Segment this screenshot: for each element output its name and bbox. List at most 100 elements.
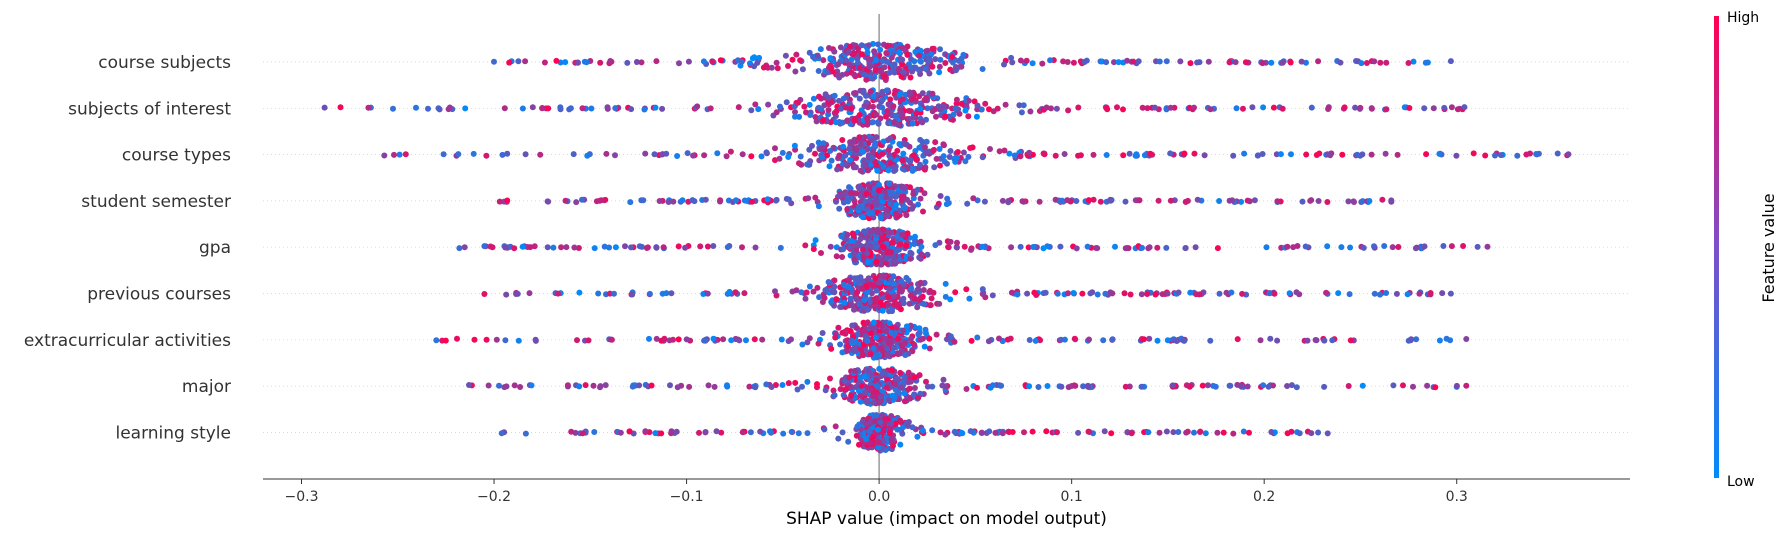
shap-point xyxy=(869,155,876,161)
shap-point xyxy=(970,195,977,202)
shap-point xyxy=(857,398,864,405)
shap-point xyxy=(870,93,877,100)
shap-points xyxy=(321,40,1572,454)
shap-point xyxy=(853,432,860,439)
shap-point xyxy=(854,331,861,338)
shap-point xyxy=(365,104,372,111)
shap-point xyxy=(806,101,813,108)
shap-point xyxy=(1316,150,1323,157)
shap-point xyxy=(1241,150,1248,157)
shap-point xyxy=(772,288,778,295)
shap-point xyxy=(842,160,849,167)
shap-point xyxy=(837,119,844,126)
shap-point xyxy=(814,52,821,59)
shap-point xyxy=(913,110,920,117)
shap-point xyxy=(1139,244,1145,251)
shap-point xyxy=(1057,243,1064,250)
shap-point xyxy=(825,94,832,101)
shap-point xyxy=(919,335,926,342)
shap-point xyxy=(879,198,886,205)
shap-point xyxy=(837,44,844,51)
shap-point xyxy=(661,335,668,342)
shap-point xyxy=(1061,151,1068,157)
shap-point xyxy=(1214,429,1221,436)
shap-point xyxy=(922,144,928,151)
shap-point xyxy=(1065,290,1071,297)
shap-point xyxy=(1204,382,1211,389)
shap-point xyxy=(839,349,846,356)
shap-point xyxy=(1109,336,1116,343)
shap-point xyxy=(767,428,773,435)
shap-point xyxy=(944,160,950,167)
shap-point xyxy=(1436,337,1443,344)
shap-point xyxy=(1440,243,1447,249)
shap-point xyxy=(1202,430,1209,437)
shap-point xyxy=(663,290,670,297)
shap-point xyxy=(1447,337,1454,344)
shap-point xyxy=(1347,244,1354,251)
shap-point xyxy=(916,372,923,379)
shap-point xyxy=(940,376,947,383)
shap-point xyxy=(1304,337,1311,344)
shap-point xyxy=(879,370,886,377)
shap-point xyxy=(1346,291,1353,298)
shap-point xyxy=(842,152,849,159)
shap-point xyxy=(485,382,492,389)
x-tick-label: −0.1 xyxy=(670,489,704,505)
shap-point xyxy=(927,287,934,294)
shap-point xyxy=(772,157,778,164)
shap-point xyxy=(994,105,1001,112)
shap-point xyxy=(1136,197,1143,204)
shap-point xyxy=(904,423,911,429)
shap-point xyxy=(815,203,822,210)
shap-point xyxy=(854,59,861,66)
shap-point xyxy=(1358,60,1365,67)
shap-point xyxy=(802,295,809,302)
shap-point xyxy=(842,57,849,63)
shap-point xyxy=(1079,290,1086,297)
shap-point xyxy=(700,291,707,297)
shap-point xyxy=(867,330,874,337)
feature-label: gpa xyxy=(199,238,231,258)
shap-point xyxy=(864,306,871,313)
shap-point xyxy=(930,147,937,154)
shap-point xyxy=(1448,104,1455,111)
shap-point xyxy=(590,382,597,389)
shap-point xyxy=(846,61,853,68)
shap-point xyxy=(1021,429,1027,436)
shap-point xyxy=(1139,104,1146,111)
shap-point xyxy=(1368,151,1375,158)
shap-point xyxy=(833,253,840,260)
shap-point xyxy=(1177,58,1184,65)
shap-point xyxy=(937,193,944,199)
shap-point xyxy=(1260,382,1267,389)
shap-point xyxy=(1293,289,1300,296)
shap-point xyxy=(979,154,986,161)
shap-point xyxy=(845,48,852,55)
shap-point xyxy=(863,420,870,427)
shap-point xyxy=(1029,60,1036,67)
shap-point xyxy=(883,113,889,120)
shap-point xyxy=(1115,59,1122,66)
shap-point xyxy=(892,386,899,393)
shap-point xyxy=(792,379,799,386)
shap-point xyxy=(932,139,939,146)
shap-point xyxy=(746,383,753,390)
shap-point xyxy=(1246,198,1253,205)
shap-point xyxy=(648,382,655,389)
shap-point xyxy=(932,242,939,249)
shap-point xyxy=(773,109,780,116)
shap-point xyxy=(493,336,500,343)
shap-point xyxy=(684,150,691,157)
shap-point xyxy=(873,244,880,251)
shap-point xyxy=(912,48,919,55)
shap-point xyxy=(579,105,586,112)
shap-point xyxy=(819,144,826,151)
shap-point xyxy=(987,146,993,152)
shap-point xyxy=(1238,198,1245,205)
shap-point xyxy=(1152,291,1159,298)
shap-point xyxy=(1016,102,1023,109)
shap-point xyxy=(757,428,764,435)
shap-point xyxy=(1006,429,1013,435)
shap-point xyxy=(1257,337,1264,344)
